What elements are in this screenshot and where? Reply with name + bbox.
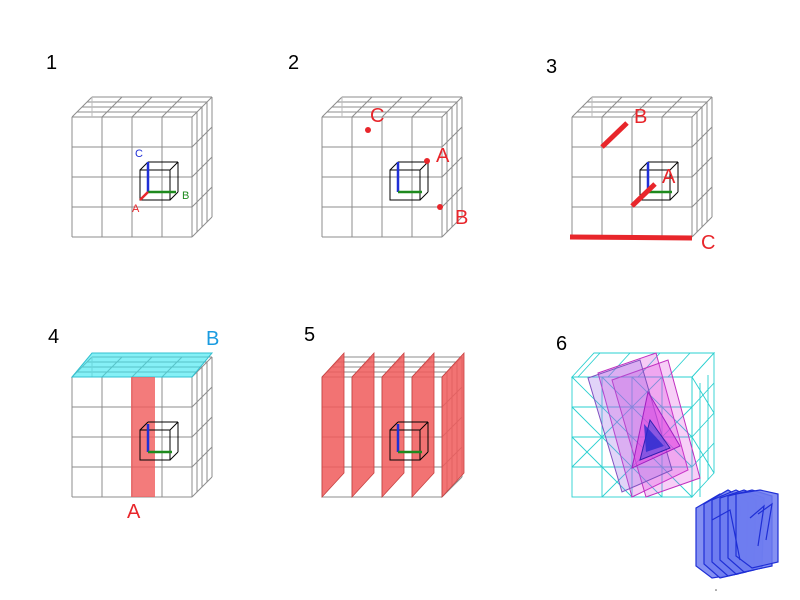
line-b-label: B — [634, 106, 647, 128]
panel-number: 2 — [288, 52, 299, 74]
plane-b — [70, 352, 214, 378]
panel-4: 4 B A — [48, 326, 219, 523]
point-b-label: B — [455, 207, 468, 229]
panel-1: 1 C B A — [46, 52, 213, 238]
point-a-label: A — [436, 145, 450, 167]
panel-number: 6 — [556, 333, 567, 355]
line-c-label: C — [701, 232, 715, 254]
point-b — [437, 204, 443, 210]
point-a — [424, 158, 430, 164]
slice-stack — [695, 489, 779, 579]
line-a-label: A — [662, 166, 676, 188]
line-c — [569, 234, 693, 241]
panel-number: 4 — [48, 326, 59, 348]
panel-5: 5 — [304, 324, 465, 499]
plane-a — [131, 377, 155, 497]
unit-cube — [389, 161, 429, 201]
axis-a-label: A — [132, 203, 140, 215]
line-a — [630, 182, 657, 208]
axis-a-line — [139, 191, 149, 201]
grid-cube — [321, 96, 463, 238]
axis-c-label: C — [135, 148, 143, 160]
inner-triangle — [644, 424, 664, 452]
point-c-label: C — [370, 105, 384, 127]
axis-b-label: B — [182, 190, 189, 202]
point-c — [365, 127, 371, 133]
plane-b-label: B — [206, 328, 219, 350]
plane-a-label: A — [127, 501, 141, 523]
panel-2: 2 C A B — [288, 52, 468, 238]
panel-3: 3 B A C — [546, 56, 715, 254]
panel-6: 6 — [556, 333, 779, 591]
parallel-plane — [351, 351, 375, 499]
parallel-plane — [321, 351, 345, 499]
panel-number: 3 — [546, 56, 557, 78]
parallel-plane — [381, 351, 405, 499]
panel-number: 5 — [304, 324, 315, 346]
grid-cube — [71, 96, 213, 238]
panel-number: 1 — [46, 52, 57, 74]
dot — [715, 589, 717, 591]
line-b — [600, 121, 629, 149]
parallel-plane — [441, 351, 465, 499]
parallel-plane — [411, 351, 435, 499]
